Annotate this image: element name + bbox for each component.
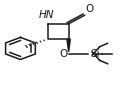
Text: O: O xyxy=(60,49,68,59)
Text: Si: Si xyxy=(90,49,100,59)
Text: HN: HN xyxy=(39,10,55,20)
Text: O: O xyxy=(85,4,93,14)
Polygon shape xyxy=(67,39,70,52)
